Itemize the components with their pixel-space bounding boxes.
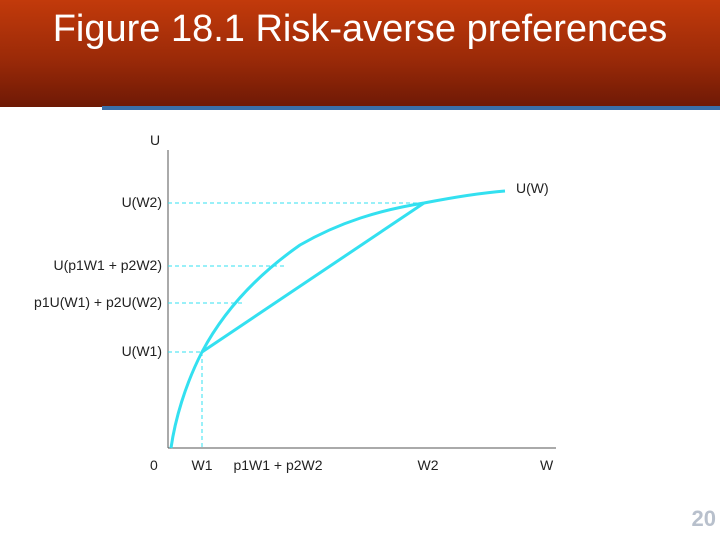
curve-label: U(W) [516, 180, 549, 196]
label-u-expected-wealth: U(p1W1 + p2W2) [53, 257, 162, 273]
label-expected-utility: p1U(W1) + p2U(W2) [34, 294, 162, 310]
page-number: 20 [691, 506, 716, 531]
chord-line [201, 201, 425, 354]
title-banner: Figure 18.1 Risk-averse preferences [0, 0, 720, 107]
y-axis-label: U [150, 132, 160, 148]
label-w1: W1 [192, 457, 213, 473]
x-axis-label: W [540, 457, 554, 473]
utility-curve [169, 189, 506, 449]
title-underline [102, 106, 720, 110]
label-u-w2: U(W2) [122, 194, 162, 210]
slide-title: Figure 18.1 Risk-averse preferences [52, 8, 668, 50]
label-w2: W2 [418, 457, 439, 473]
label-u-w1: U(W1) [122, 343, 162, 359]
label-expected-wealth: p1W1 + p2W2 [233, 457, 322, 473]
origin-label: 0 [150, 457, 158, 473]
